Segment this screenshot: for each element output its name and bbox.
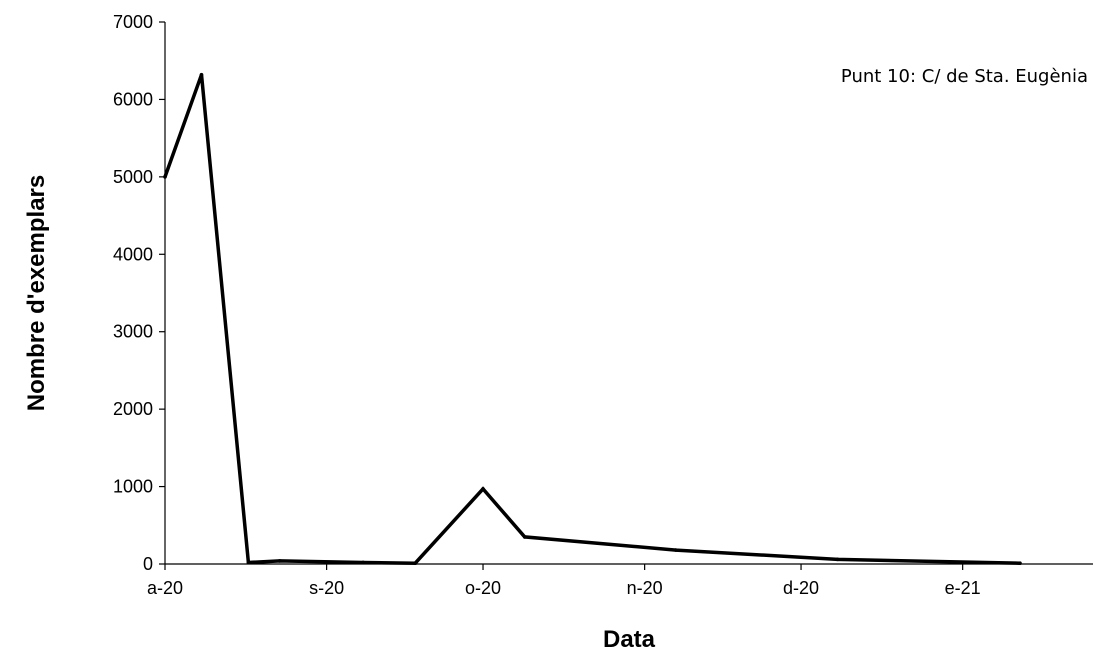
x-axis-ticks: a-20 s-20 o-20 n-20 d-20 e-21 — [147, 564, 981, 598]
x-tick-label: s-20 — [309, 578, 344, 598]
data-point — [1018, 561, 1022, 566]
data-point — [246, 560, 251, 565]
data-point — [163, 175, 167, 179]
x-tick-label: n-20 — [627, 578, 663, 598]
y-tick-label: 1000 — [113, 477, 153, 497]
points-layer — [163, 72, 1022, 566]
data-point — [277, 559, 282, 563]
x-axis-title: Data — [603, 626, 656, 653]
chart-annotation: Punt 10: C/ de Sta. Eugènia — [841, 66, 1088, 87]
data-point — [199, 72, 204, 77]
y-tick-label: 7000 — [113, 12, 153, 32]
data-point — [481, 487, 485, 491]
y-axis-ticks: 0 1000 2000 3000 4000 5000 6000 7000 — [113, 12, 165, 574]
y-axis-title: Nombre d'exemplars — [23, 175, 50, 411]
data-point — [674, 548, 678, 552]
series-line — [163, 74, 1021, 565]
y-tick-label: 2000 — [113, 399, 153, 419]
plot-frame — [164, 22, 1093, 565]
series-layer — [163, 74, 1021, 565]
data-point — [522, 535, 527, 539]
y-tick-label: 6000 — [113, 89, 153, 109]
x-tick-label: o-20 — [465, 578, 501, 598]
x-tick-label: a-20 — [147, 578, 183, 598]
y-tick-label: 0 — [143, 554, 153, 574]
data-point — [835, 557, 840, 562]
y-tick-label: 3000 — [113, 322, 153, 342]
y-tick-label: 5000 — [113, 167, 153, 187]
x-tick-label: e-21 — [945, 578, 981, 598]
data-point — [361, 560, 365, 565]
data-point — [413, 561, 418, 566]
y-tick-label: 4000 — [113, 244, 153, 264]
x-tick-label: d-20 — [783, 578, 819, 598]
